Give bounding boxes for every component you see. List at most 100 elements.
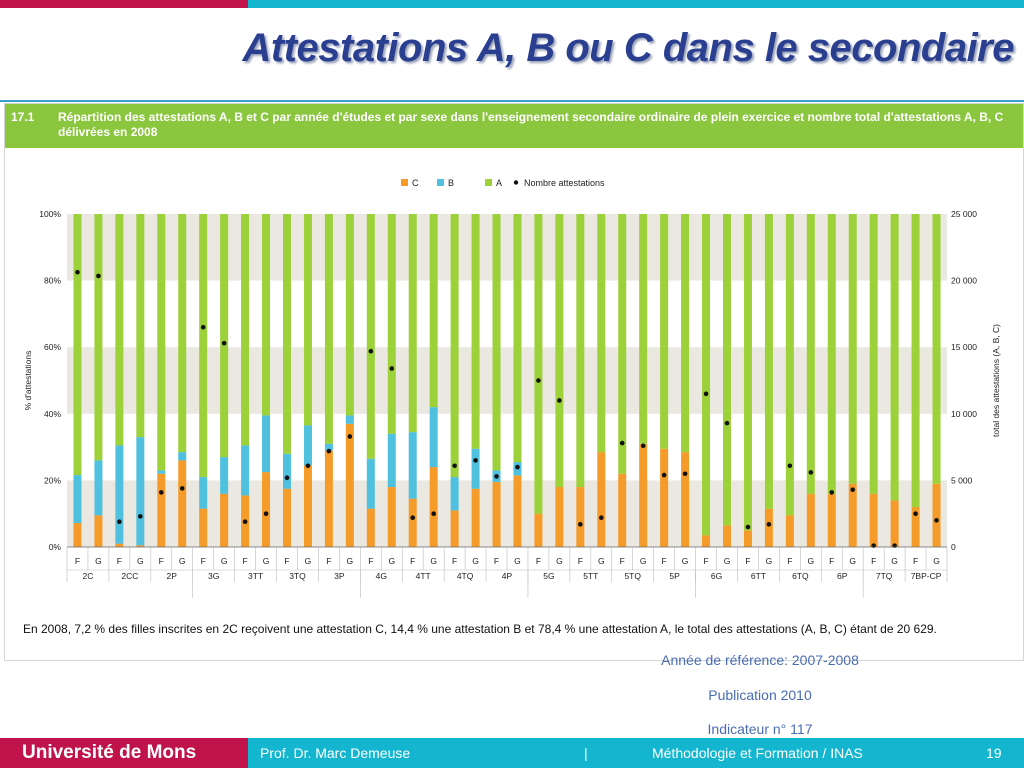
bar-segment-a [911, 214, 920, 508]
sex-tick-label: F [494, 556, 499, 566]
bar-segment-c [324, 450, 333, 547]
total-attestations-point [557, 398, 562, 403]
sex-tick-label: G [807, 556, 814, 566]
sex-tick-label: G [849, 556, 856, 566]
y2-tick-label: 5 000 [951, 475, 973, 485]
total-attestations-point [200, 324, 206, 330]
legend-label: C [412, 178, 419, 188]
bar-segment-c [660, 448, 669, 547]
total-attestations-point [347, 434, 353, 439]
top-accent-left [0, 0, 248, 8]
legend-label: B [448, 178, 454, 188]
bar-segment-c [890, 500, 899, 547]
sex-tick-label: F [913, 556, 918, 566]
grid-band [67, 480, 947, 547]
sex-tick-label: F [368, 556, 373, 566]
bar-segment-c [94, 515, 103, 547]
y2-tick-label: 10 000 [951, 409, 977, 419]
bar-segment-a [492, 214, 501, 471]
y2-axis-label: total des attestations (A, B, C) [991, 324, 1001, 437]
bar-segment-b [241, 445, 250, 496]
total-attestations-point [284, 475, 290, 481]
total-attestations-point [138, 514, 143, 519]
total-attestations-point [703, 391, 709, 397]
total-attestations-point [619, 440, 625, 446]
bar-segment-a [513, 214, 522, 463]
y-axis-label: % d'attestations [23, 351, 33, 411]
total-attestations-point [661, 472, 667, 478]
bar-segment-c [639, 443, 648, 547]
indicator-number: Indicateur n° 117 [707, 721, 813, 737]
total-attestations-point [578, 522, 583, 527]
total-attestations-point [452, 463, 457, 469]
group-tick-label: 4TT [416, 571, 431, 581]
sex-tick-label: F [117, 556, 122, 566]
bar-segment-b [199, 477, 208, 509]
total-attestations-point [536, 378, 541, 383]
sex-tick-label: F [620, 556, 625, 566]
bar-segment-a [932, 214, 941, 484]
bar-segment-b [136, 437, 145, 546]
legend-label: A [496, 178, 502, 188]
bar-segment-b [345, 415, 354, 424]
total-attestations-point [305, 463, 311, 469]
bar-segment-c [262, 472, 271, 547]
bar-segment-c [911, 507, 920, 547]
total-attestations-point [913, 511, 918, 516]
bar-segment-c [408, 498, 417, 547]
sex-tick-label: G [933, 556, 940, 566]
group-tick-label: 7TQ [876, 571, 893, 581]
figure-number: 17.1 [11, 110, 35, 124]
group-tick-label: 5TT [583, 571, 598, 581]
bar-segment-c [450, 510, 459, 547]
bar-segment-a [534, 214, 543, 514]
bar-segment-a [450, 214, 459, 478]
sex-tick-label: F [326, 556, 331, 566]
sex-tick-label: G [640, 556, 647, 566]
bar-segment-a [408, 214, 417, 433]
group-tick-label: 4G [376, 571, 387, 581]
top-accent-right [248, 0, 1024, 8]
total-attestations-point [75, 269, 80, 275]
total-attestations-point [829, 490, 835, 495]
bar-segment-a [136, 214, 145, 438]
group-tick-label: 5G [543, 571, 554, 581]
group-tick-label: 6G [711, 571, 722, 581]
legend-dot [513, 180, 519, 185]
bar-segment-c [115, 543, 124, 547]
sex-tick-label: F [871, 556, 876, 566]
sex-tick-label: G [891, 556, 898, 566]
bar-segment-c [827, 493, 836, 547]
group-tick-label: 3G [208, 571, 219, 581]
sex-tick-label: F [745, 556, 750, 566]
bar-segment-a [702, 214, 711, 536]
group-tick-label: 3TT [248, 571, 263, 581]
total-attestations-point [850, 487, 856, 493]
bar-segment-a [366, 214, 375, 459]
bar-segment-c [534, 513, 543, 547]
total-attestations-point [494, 474, 499, 479]
bar-segment-c [848, 483, 857, 547]
group-tick-label: 5P [669, 571, 680, 581]
bar-segment-b [303, 425, 312, 466]
total-attestations-point [808, 470, 814, 475]
bar-segment-c [345, 423, 354, 547]
bar-segment-a [471, 214, 480, 449]
y-tick-label: 20% [44, 475, 61, 485]
bar-segment-a [681, 214, 690, 453]
group-tick-label: 2P [167, 571, 178, 581]
bar-segment-a [387, 214, 396, 434]
bar-segment-c [220, 493, 229, 547]
course-name: Méthodologie et Formation / INAS [652, 745, 863, 761]
bar-segment-a [220, 214, 229, 458]
bar-segment-a [178, 214, 187, 453]
figure-title: Répartition des attestations A, B et C p… [58, 110, 1004, 139]
bar-segment-a [660, 214, 669, 449]
publication-year: Publication 2010 [708, 687, 812, 703]
group-tick-label: 3P [334, 571, 345, 581]
group-tick-label: 4P [502, 571, 513, 581]
bar-segment-a [848, 214, 857, 484]
bar-segment-b [324, 443, 333, 451]
sex-tick-label: G [514, 556, 521, 566]
total-attestations-point [96, 273, 101, 279]
